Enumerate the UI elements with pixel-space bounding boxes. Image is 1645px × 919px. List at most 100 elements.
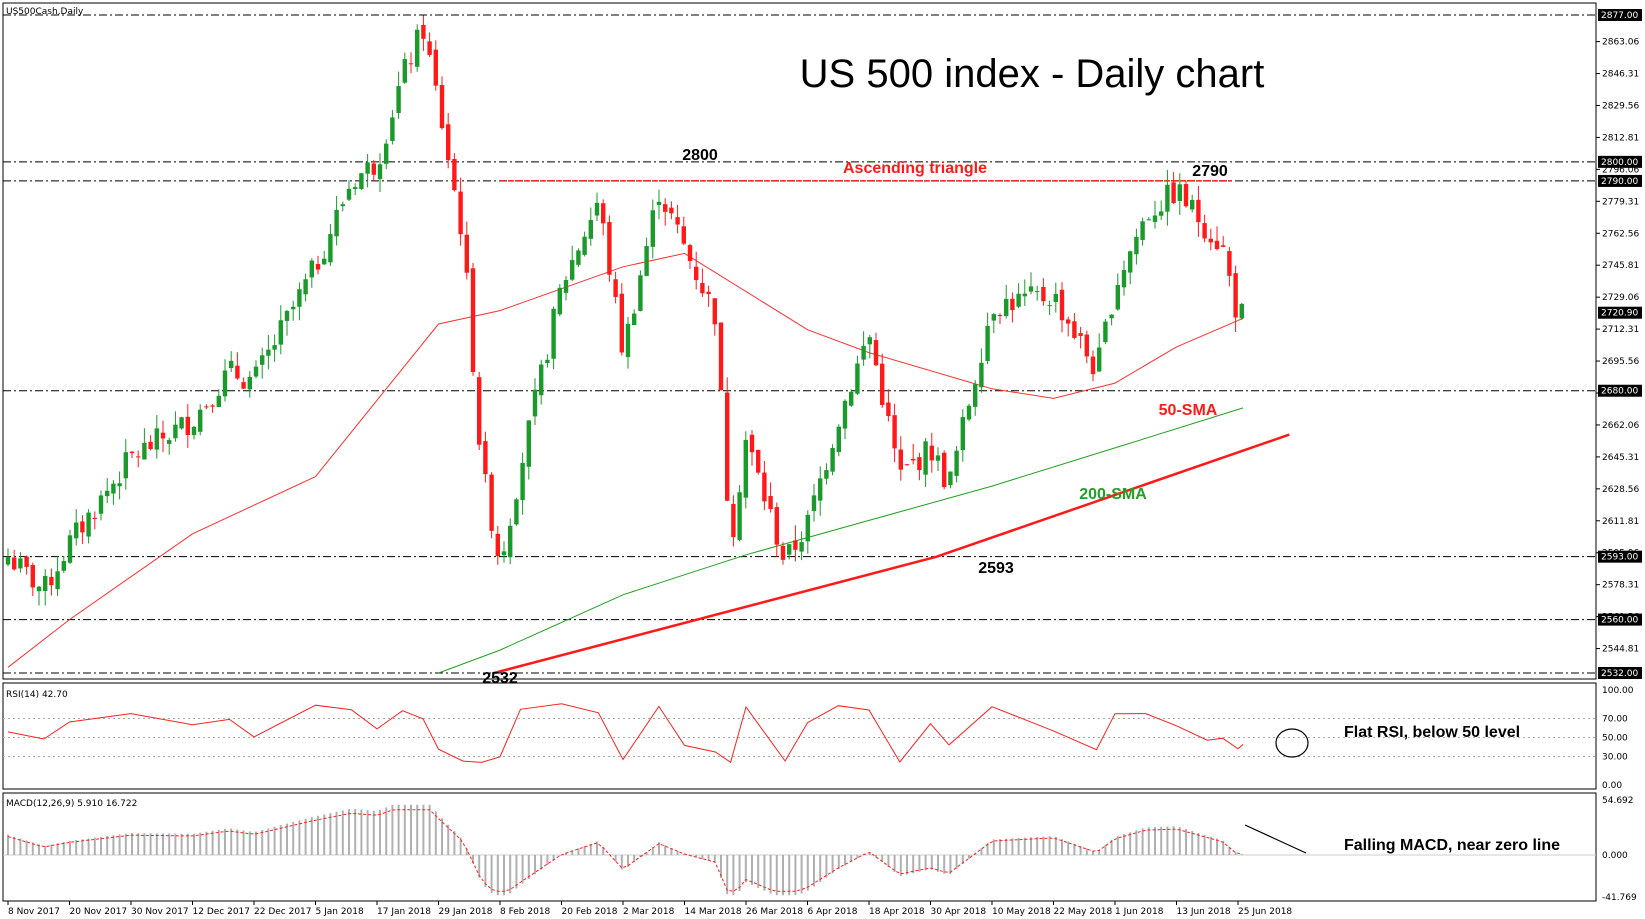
peak-2790-label: 2790 [1192, 163, 1228, 180]
time-tick-label: 20 Feb 2018 [562, 907, 618, 917]
candle-body [911, 458, 916, 461]
candle-body [235, 365, 240, 379]
time-tick-label: 20 Nov 2017 [70, 907, 128, 917]
candle-body [1208, 238, 1213, 243]
price-tick-label: 2729.06 [1602, 293, 1639, 303]
candle-body [49, 576, 54, 586]
candle-body [315, 263, 321, 270]
candle-body [390, 117, 395, 141]
price-level-badge [1598, 306, 1642, 319]
candle-body [644, 246, 649, 276]
candle-body [1103, 321, 1108, 343]
candle-body [1109, 314, 1114, 319]
candle-body [1072, 321, 1077, 338]
candle-body [198, 409, 203, 432]
candle-body [12, 557, 17, 570]
price-level-badge [1598, 667, 1642, 679]
candle-body [98, 495, 104, 514]
candle-body [377, 164, 383, 180]
candle-body [1010, 298, 1015, 311]
price-level-badge-label: 2790.00 [1601, 177, 1638, 187]
candle-body [371, 163, 376, 175]
candle-body [663, 204, 668, 212]
candle-body [167, 440, 172, 444]
price-tick-label: 2578.31 [1602, 581, 1639, 591]
candle-body [1146, 219, 1151, 221]
candle-body [452, 158, 457, 191]
candle-body [1177, 184, 1182, 201]
candle-body [384, 143, 389, 164]
candle-body [588, 220, 593, 239]
candle-body [191, 426, 197, 436]
sma200-label: 200-SMA [1079, 486, 1147, 503]
candle-body [291, 306, 296, 310]
candle-body [346, 188, 352, 200]
candle-body [960, 417, 965, 451]
price-tick-label: 2779.31 [1602, 197, 1639, 207]
price-tick-label: 2695.56 [1602, 357, 1639, 367]
candle-body [514, 499, 519, 525]
candle-body [1047, 305, 1052, 307]
candle-body [229, 360, 234, 369]
candle-body [650, 210, 655, 247]
price-tick-label: 2645.31 [1602, 453, 1639, 463]
candle-body [117, 483, 122, 487]
time-tick-label: 6 Apr 2018 [808, 907, 858, 917]
candle-body [495, 533, 500, 557]
macd-note: Falling MACD, near zero line [1344, 837, 1560, 854]
candle-body [656, 201, 662, 205]
candle-body [824, 470, 829, 479]
candle-body [948, 471, 953, 486]
rsi-tick-label: 100.00 [1602, 686, 1634, 696]
price-level-badge [1598, 9, 1642, 21]
candle-body [1171, 182, 1176, 204]
candle-body [86, 512, 91, 537]
candle-body [1159, 211, 1164, 216]
candle-body [966, 405, 972, 420]
candle-body [582, 236, 587, 255]
candle-body [619, 293, 624, 353]
candle-body [458, 191, 463, 235]
candles [5, 15, 1244, 606]
price-tick-label: 2662.06 [1602, 421, 1639, 431]
macd-indicator: 54.692 0.000 -41.769 [3, 796, 1637, 903]
horizontal-levels [3, 14, 1596, 674]
candle-body [185, 416, 190, 436]
support-trendline [493, 433, 1290, 675]
candle-body [973, 384, 978, 407]
candle-body [718, 322, 724, 391]
price-tick-label: 2762.56 [1602, 229, 1639, 239]
candle-body [1227, 251, 1232, 276]
candle-body [551, 308, 556, 359]
candle-body [204, 406, 209, 408]
candle-body [886, 402, 891, 417]
price-axis: 2863.06 2846.31 2829.56 2812.81 2796.06 2779.… [1596, 9, 1642, 679]
candle-body [1214, 240, 1220, 250]
candle-body [818, 478, 823, 501]
candle-body [501, 551, 507, 556]
candle-body [123, 452, 128, 479]
candle-body [1165, 184, 1170, 212]
rsi-note: Flat RSI, below 50 level [1344, 724, 1520, 741]
time-tick-label: 30 Apr 2018 [931, 907, 987, 917]
sma50-line [7, 252, 1244, 668]
candle-body [272, 345, 277, 350]
macd-tick-label: 0.000 [1602, 851, 1628, 861]
price-level-badge-label: 2680.00 [1601, 387, 1638, 397]
candle-body [1121, 270, 1127, 288]
candle-body [997, 315, 1003, 317]
candle-body [681, 226, 686, 244]
candle-body [526, 420, 531, 467]
candle-body [359, 173, 364, 190]
time-tick-label: 12 Dec 2017 [193, 907, 251, 917]
candle-body [756, 449, 761, 473]
candle-body [880, 363, 885, 405]
macd-tick-label: -41.769 [1602, 893, 1637, 903]
candle-body [477, 377, 482, 445]
candle-body [793, 540, 798, 550]
time-tick-label: 18 Apr 2018 [869, 907, 925, 917]
price-tick-label: 2796.06 [1602, 165, 1639, 175]
trendline-path [493, 433, 1290, 675]
candle-body [780, 545, 786, 560]
